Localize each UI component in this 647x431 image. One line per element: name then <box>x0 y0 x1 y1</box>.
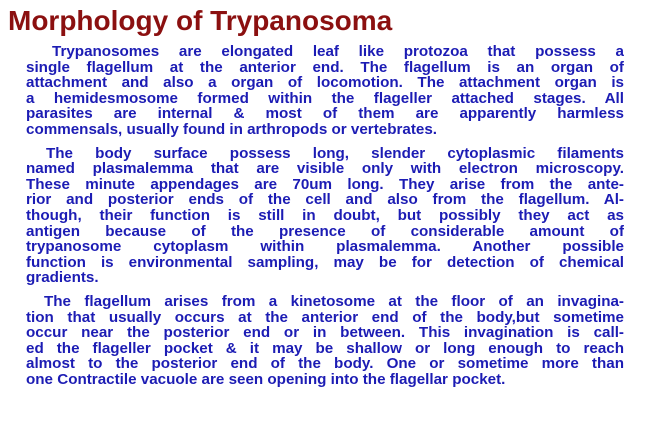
paragraph-line: The flagellum arises from a kinetosome a… <box>44 293 624 310</box>
paragraph-line: parasites are internal & most of them ar… <box>26 106 624 122</box>
paragraph-line: attachment and also a organ of locomotio… <box>26 75 624 91</box>
paragraph-line: trypanosome cytoplasm within plasmalemma… <box>26 239 624 255</box>
paragraph-line: These minute appendages are 70um long. T… <box>26 176 624 193</box>
paragraph-line: occur near the posterior end or in betwe… <box>26 325 624 341</box>
paragraph-line: commensals, usually found in arthropods … <box>26 121 438 138</box>
page-title: Morphology of Trypanosoma <box>8 5 393 36</box>
paragraph-1: Trypanosomes are elongated leaf like pro… <box>26 44 624 138</box>
slide-body: Trypanosomes are elongated leaf like pro… <box>26 44 624 395</box>
paragraph-line: antigen because of the presence of consi… <box>26 223 624 240</box>
paragraph-2: The body surface possess long, slender c… <box>26 146 624 286</box>
paragraph-line: The body surface possess long, slender c… <box>46 145 624 162</box>
paragraph-line: one Contractile vacuole are seen opening… <box>26 371 506 388</box>
paragraph-line: single flagellum at the anterior end. Th… <box>26 59 624 76</box>
paragraph-line: almost to the posterior end of the body.… <box>26 356 624 372</box>
paragraph-line: though, their function is still in doubt… <box>26 207 624 224</box>
paragraph-line: Trypanosomes are elongated leaf like pro… <box>52 44 624 60</box>
paragraph-line: named plasmalemma that are visible only … <box>26 161 624 177</box>
paragraph-line: ed the flageller pocket & it may be shal… <box>26 340 624 357</box>
paragraph-line: rior and posterior ends of the cell and … <box>26 192 624 208</box>
paragraph-line: a hemidesmosome formed within the flagel… <box>26 90 624 107</box>
paragraph-line: gradients. <box>26 270 99 286</box>
paragraph-3: The flagellum arises from a kinetosome a… <box>26 294 624 388</box>
paragraph-line: function is environmental sampling, may … <box>26 254 624 271</box>
paragraph-line: tion that usually occurs at the anterior… <box>26 309 624 326</box>
